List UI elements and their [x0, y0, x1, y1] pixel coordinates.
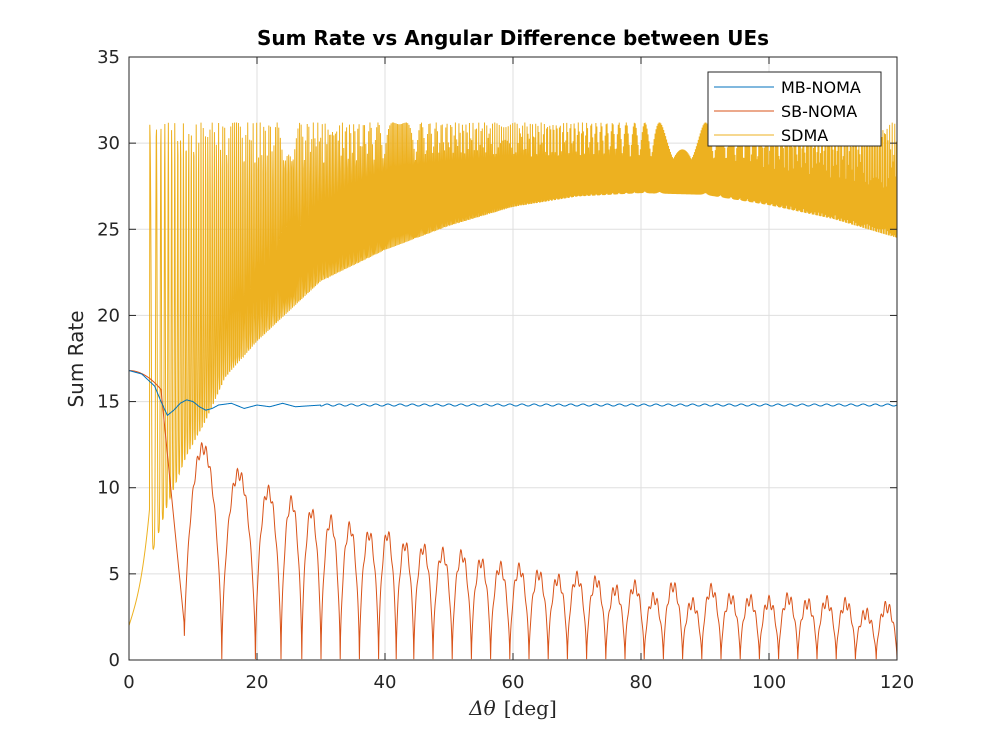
legend-box	[707, 71, 882, 147]
x-tick-label: 40	[374, 672, 397, 693]
ticks: 0 20 40 60 80 100 120 0 5 10 15 20 25 30 35	[97, 47, 914, 693]
y-tick-label: 5	[109, 564, 120, 585]
chart-title: Sum Rate vs Angular Difference between U…	[257, 26, 769, 50]
series-line-mb-noma	[129, 370, 897, 417]
legend: MB-NOMA SB-NOMA SDMA	[707, 71, 882, 147]
legend-entry: SDMA	[781, 126, 828, 145]
y-tick-label: 30	[97, 133, 120, 154]
legend-entry: MB-NOMA	[781, 78, 861, 97]
y-tick-label: 10	[97, 478, 120, 499]
series-line-sb-noma	[129, 370, 897, 660]
x-tick-label: 0	[123, 672, 134, 693]
x-tick-label: 100	[752, 672, 786, 693]
x-axis-label-symbol: Δθ	[468, 696, 495, 720]
y-tick-label: 15	[97, 392, 120, 413]
legend-entry: SB-NOMA	[781, 102, 857, 121]
series-line-sdma	[129, 122, 897, 626]
y-tick-label: 20	[97, 305, 120, 326]
x-tick-label: 120	[880, 672, 914, 693]
y-tick-label: 0	[109, 650, 120, 671]
x-tick-label: 20	[246, 672, 269, 693]
y-tick-label: 25	[97, 219, 120, 240]
y-axis-label: Sum Rate	[64, 310, 88, 407]
x-axis-label-unit: [deg]	[504, 696, 557, 720]
x-tick-label: 80	[630, 672, 653, 693]
x-axis-label: Δθ [deg]	[468, 696, 557, 720]
x-tick-label: 60	[502, 672, 525, 693]
series-layer	[129, 122, 897, 660]
y-tick-label: 35	[97, 47, 120, 68]
